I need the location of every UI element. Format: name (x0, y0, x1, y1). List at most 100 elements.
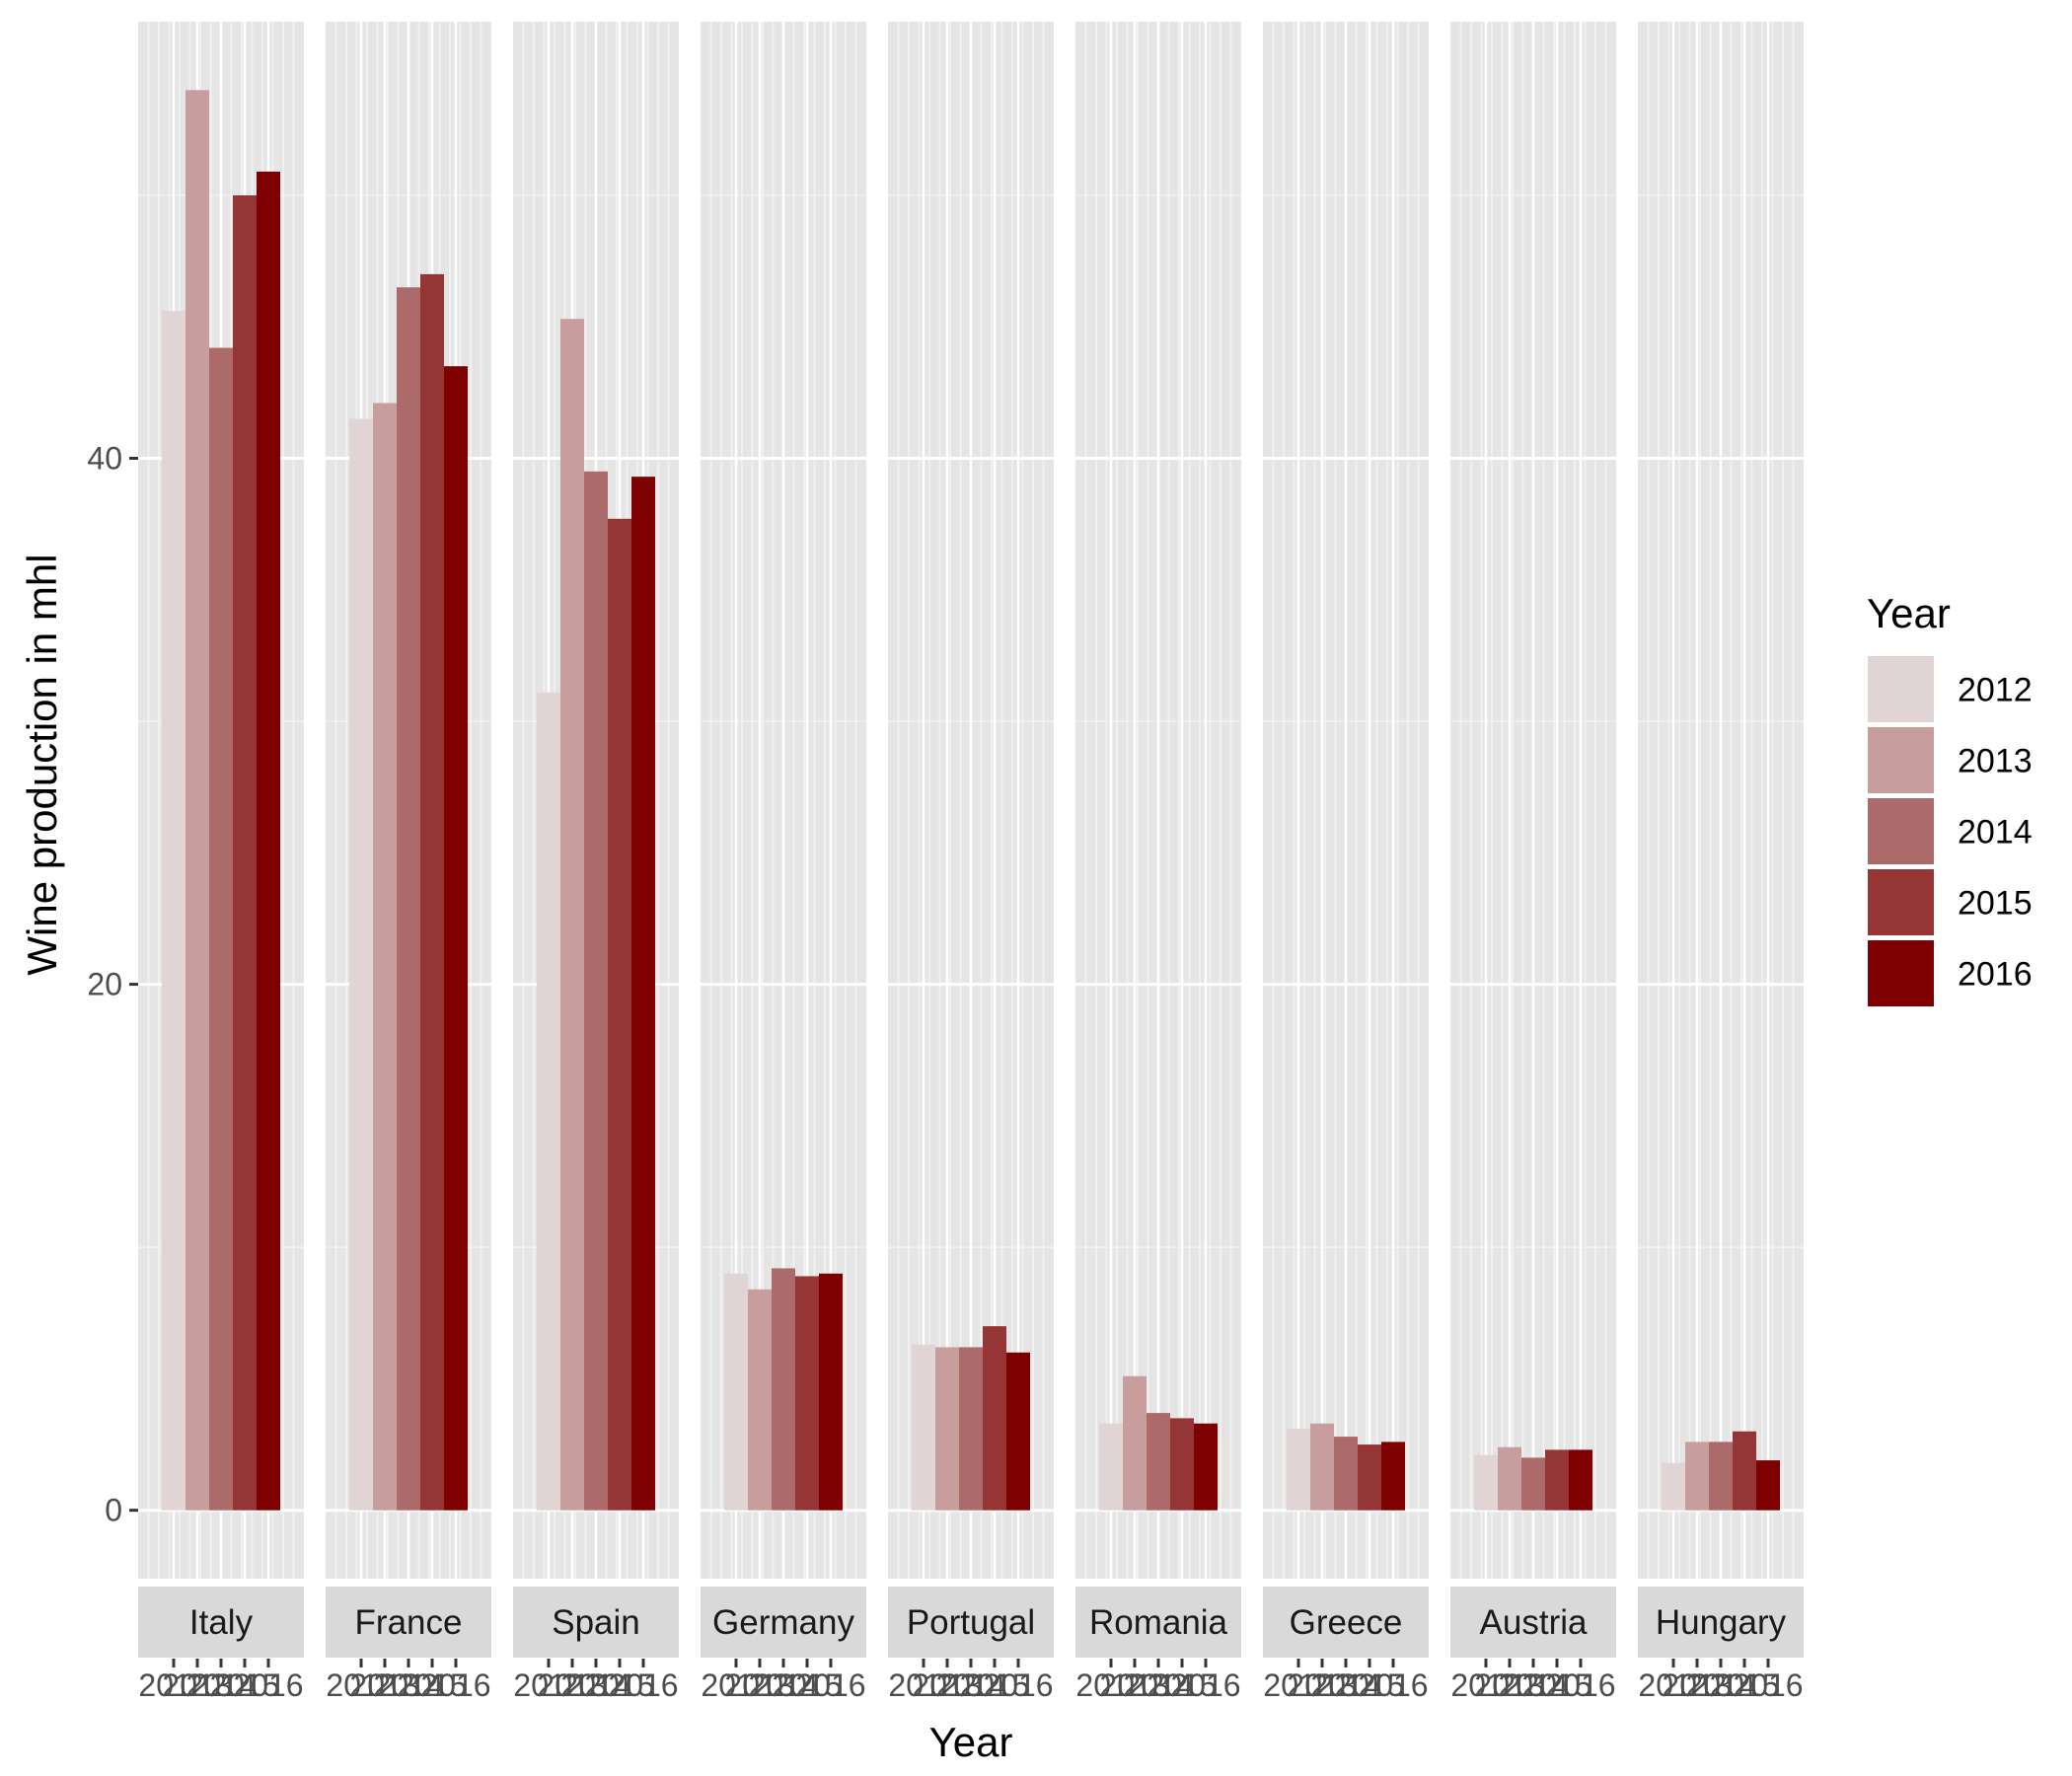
bar-romania-2015 (1170, 1418, 1194, 1511)
bar-portugal-2013 (935, 1347, 959, 1511)
bar-greece-2015 (1358, 1444, 1381, 1511)
y-tick-label: 0 (105, 1493, 122, 1528)
strip-background (701, 1587, 866, 1658)
x-tick-label: 2015 (584, 1667, 654, 1703)
bar-austria-2015 (1545, 1449, 1569, 1511)
bar-italy-2014 (209, 347, 233, 1511)
strip-label: Portugal (907, 1603, 1035, 1642)
y-axis: 0 20 40 (87, 440, 138, 1528)
bar-hungary-2013 (1685, 1442, 1709, 1511)
bar-romania-2013 (1123, 1375, 1147, 1511)
legend-label-2012: 2012 (1958, 672, 2033, 709)
bar-austria-2013 (1498, 1446, 1521, 1511)
x-tick-label: 2014 (1498, 1667, 1568, 1703)
x-tick-label: 2013 (912, 1667, 982, 1703)
x-tick-label: 2013 (537, 1667, 607, 1703)
x-tick-label: 2014 (560, 1667, 630, 1703)
x-tick-label: 2013 (724, 1667, 794, 1703)
strip-background (888, 1587, 1054, 1658)
bar-greece-2016 (1381, 1442, 1405, 1511)
bar-italy-2013 (185, 90, 209, 1511)
legend-label-2014: 2014 (1958, 814, 2033, 851)
bar-germany-2013 (748, 1289, 772, 1511)
bar-spain-2014 (584, 471, 608, 1511)
strip-background (1638, 1587, 1804, 1658)
x-tick-label: 2013 (1662, 1667, 1732, 1703)
bar-spain-2013 (560, 319, 584, 1511)
strip-background (1450, 1587, 1616, 1658)
x-tick-label: 2014 (185, 1667, 256, 1703)
x-tick-label: 2014 (373, 1667, 443, 1703)
x-tick-label: 2015 (1334, 1667, 1404, 1703)
bar-romania-2014 (1147, 1413, 1170, 1511)
x-tick-label: 2012 (1450, 1667, 1520, 1703)
strip-label: Hungary (1656, 1603, 1787, 1642)
strip-label: Italy (189, 1603, 254, 1642)
bar-greece-2012 (1287, 1429, 1310, 1511)
bar-portugal-2016 (1006, 1352, 1030, 1511)
legend-title: Year (1867, 590, 1951, 636)
x-tick-label: 2016 (1545, 1667, 1615, 1703)
bar-romania-2012 (1099, 1423, 1123, 1511)
bar-greece-2013 (1310, 1423, 1334, 1511)
bar-hungary-2016 (1756, 1460, 1780, 1511)
legend-key-2016 (1866, 938, 1936, 1008)
strip-background (138, 1587, 304, 1658)
x-tick-label: 2014 (935, 1667, 1005, 1703)
bar-spain-2012 (537, 692, 560, 1511)
bar-austria-2014 (1521, 1457, 1545, 1511)
x-tick-label: 2014 (748, 1667, 818, 1703)
x-tick-label: 2015 (1521, 1667, 1591, 1703)
legend-key-2013 (1866, 725, 1936, 795)
bar-france-2014 (397, 287, 420, 1511)
bar-france-2012 (349, 418, 373, 1511)
bar-italy-2015 (233, 194, 257, 1511)
bar-portugal-2015 (983, 1326, 1006, 1511)
x-tick-label: 2016 (420, 1667, 490, 1703)
x-tick-label: 2016 (983, 1667, 1053, 1703)
x-tick-label: 2013 (1287, 1667, 1357, 1703)
y-tick-label: 20 (87, 967, 122, 1002)
strip-background (326, 1587, 491, 1658)
bar-germany-2014 (772, 1268, 795, 1511)
x-tick-label: 2013 (349, 1667, 419, 1703)
bar-spain-2016 (631, 477, 655, 1511)
x-tick-label: 2015 (772, 1667, 842, 1703)
x-tick-label: 2013 (1474, 1667, 1544, 1703)
x-tick-label: 2012 (701, 1667, 771, 1703)
bar-france-2013 (373, 403, 397, 1511)
bar-austria-2016 (1569, 1449, 1592, 1511)
x-axis-title: Year (929, 1719, 1013, 1765)
strip-label: Romania (1089, 1603, 1228, 1642)
legend-label-2015: 2015 (1958, 885, 2033, 923)
x-tick-label: 2014 (1310, 1667, 1380, 1703)
x-tick-label: 2016 (233, 1667, 303, 1703)
strip-background (1263, 1587, 1429, 1658)
x-tick-label: 2013 (162, 1667, 232, 1703)
legend: Year 2012 2013 2014 2015 2016 (1866, 590, 2033, 1008)
x-tick-label: 2016 (1733, 1667, 1803, 1703)
bar-hungary-2014 (1709, 1442, 1733, 1511)
strip-label: Austria (1480, 1603, 1588, 1642)
x-tick-label: 2012 (326, 1667, 396, 1703)
x-tick-label: 2015 (1147, 1667, 1217, 1703)
x-tick-label: 2012 (513, 1667, 583, 1703)
bar-italy-2016 (257, 171, 280, 1511)
bar-austria-2012 (1474, 1454, 1498, 1511)
x-tick-label: 2016 (1358, 1667, 1428, 1703)
legend-label-2013: 2013 (1958, 743, 2033, 780)
bar-germany-2012 (724, 1273, 748, 1511)
strip-background (1075, 1587, 1241, 1658)
x-tick-label: 2013 (1099, 1667, 1169, 1703)
bar-portugal-2014 (959, 1347, 983, 1511)
bar-hungary-2012 (1662, 1462, 1685, 1511)
